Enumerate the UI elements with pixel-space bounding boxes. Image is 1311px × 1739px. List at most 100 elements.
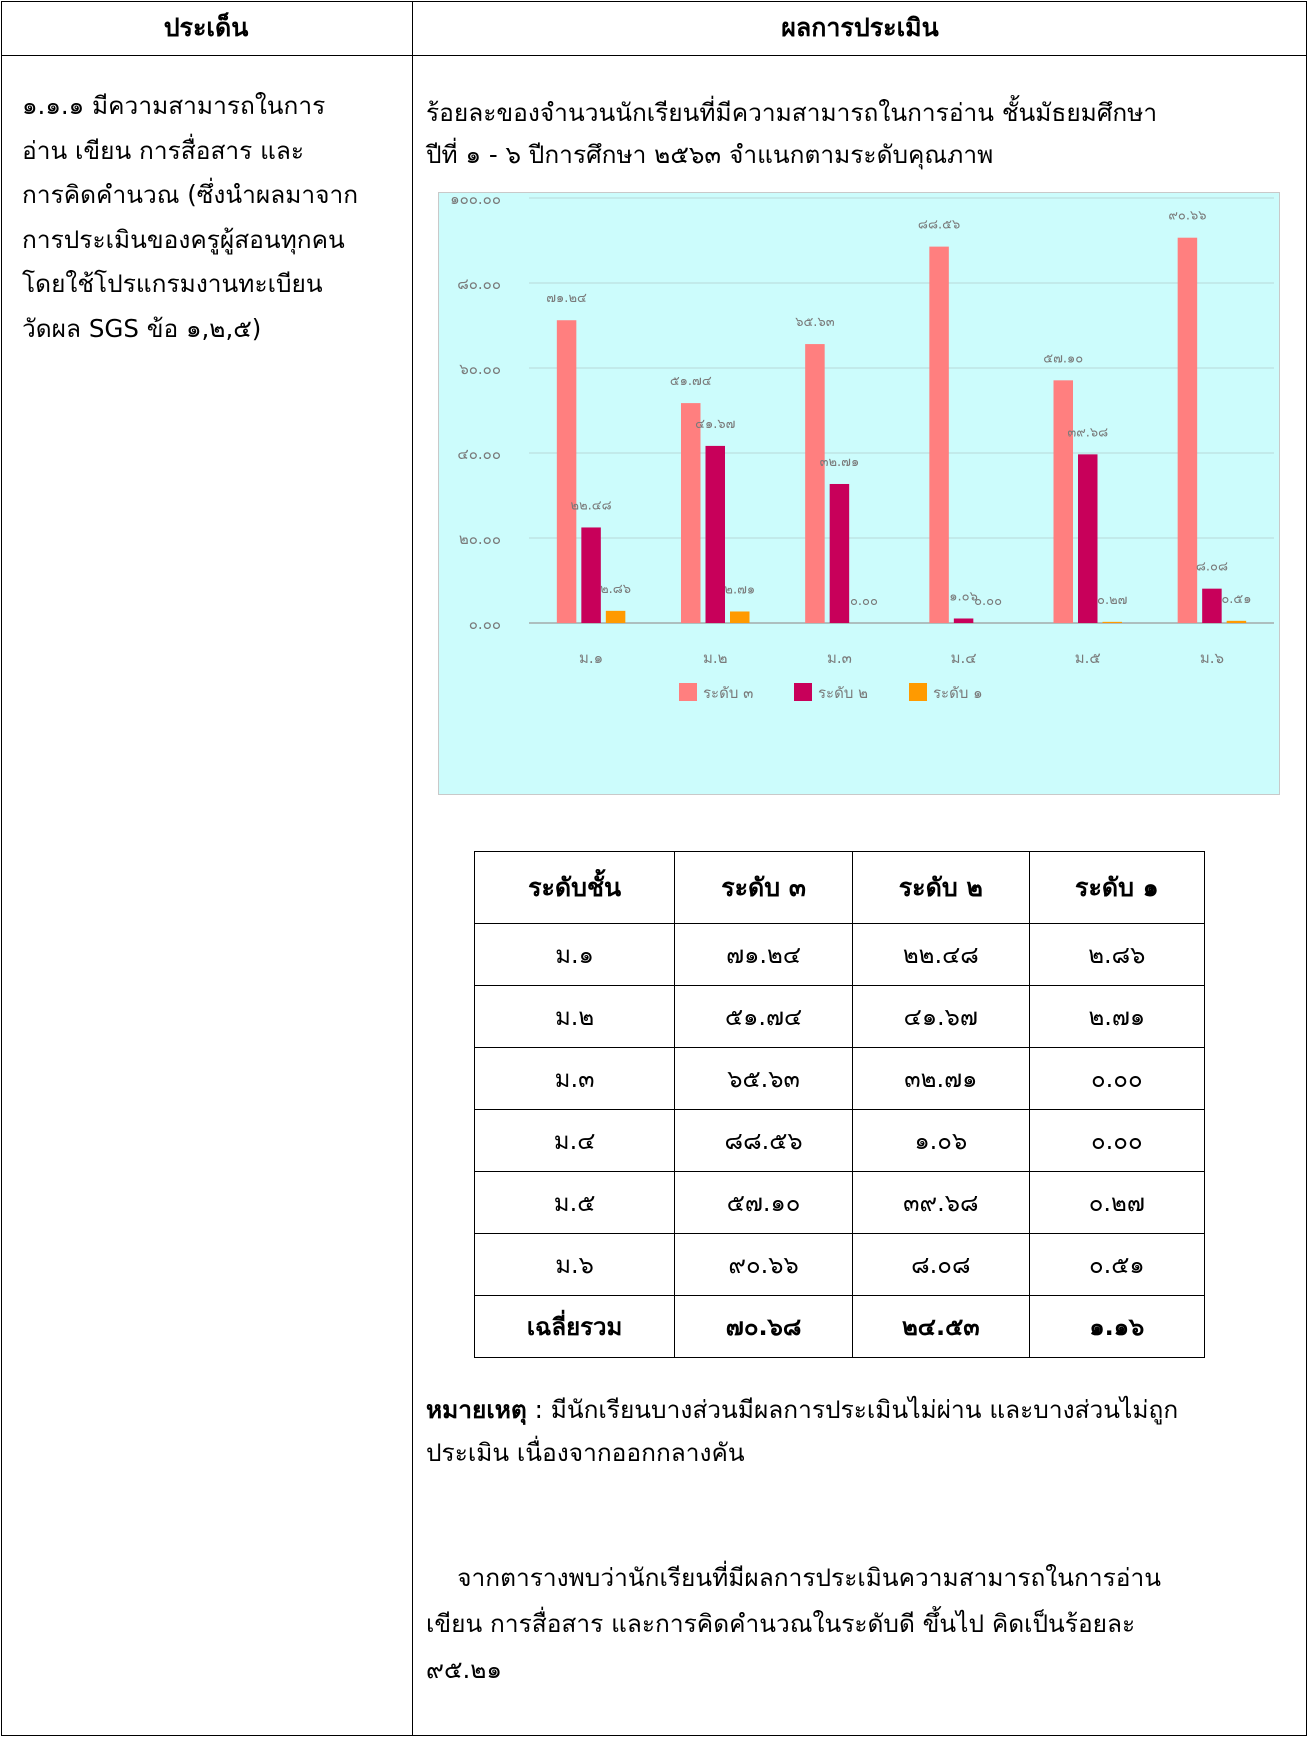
x-tick-label: ม.๖ bbox=[1200, 649, 1224, 667]
conclusion-line: จากตารางพบว่านักเรียนที่มีผลการประเมินคว… bbox=[426, 1563, 1161, 1592]
issue-line: การประเมินของครูผู้สอนทุกคน bbox=[22, 224, 345, 254]
data-label: ๓๒.๗๑ bbox=[820, 455, 860, 470]
header-issue: ประเด็น bbox=[163, 12, 249, 42]
table-cell: ๙๐.๖๖ bbox=[674, 1233, 854, 1296]
bar bbox=[705, 445, 725, 623]
data-label: ๐.๕๑ bbox=[1221, 592, 1251, 607]
remark-label: หมายเหตุ bbox=[426, 1395, 527, 1424]
conclusion: จากตารางพบว่านักเรียนที่มีผลการประเมินคว… bbox=[426, 1555, 1296, 1693]
table-cell: ๒๒.๔๘ bbox=[852, 923, 1030, 986]
table-cell: ม.๑ bbox=[473, 923, 676, 986]
table-row: ม.๓ ๖๕.๖๓ ๓๒.๗๑ ๐.๐๐ bbox=[473, 1047, 1206, 1110]
y-tick-label: ๘๐.๐๐ bbox=[457, 275, 501, 293]
data-label: ๘๘.๕๖ bbox=[918, 218, 960, 233]
legend-swatch bbox=[679, 683, 697, 701]
bar bbox=[1102, 621, 1122, 623]
bar bbox=[605, 610, 626, 623]
x-tick-label: ม.๕ bbox=[1075, 649, 1101, 667]
bar bbox=[929, 246, 949, 623]
x-tick-label: ม.๔ bbox=[951, 649, 977, 667]
data-label: ๗๑.๒๔ bbox=[546, 291, 587, 306]
table-cell: ๓๙.๖๘ bbox=[852, 1171, 1030, 1234]
y-tick-label: ๐.๐๐ bbox=[469, 615, 501, 633]
data-label: ๒๒.๔๘ bbox=[571, 498, 612, 513]
table-row: ม.๕ ๕๗.๑๐ ๓๙.๖๘ ๐.๒๗ bbox=[473, 1171, 1206, 1234]
caption-line: ปีที่ ๑ - ๖ ปีการศึกษา ๒๕๖๓ จำแนกตามระดั… bbox=[426, 140, 994, 169]
table-cell: ม.๓ bbox=[473, 1047, 676, 1110]
legend-label: ระดับ ๓ bbox=[703, 684, 753, 702]
table-cell: ๒.๘๖ bbox=[1028, 923, 1206, 986]
issue-text: ๑.๑.๑ มีความสามารถในการ อ่าน เขียน การสื… bbox=[22, 84, 392, 351]
table-cell: ๒๔.๕๓ bbox=[852, 1295, 1030, 1358]
table-cell: ๘๘.๕๖ bbox=[674, 1109, 854, 1172]
y-tick-label: ๔๐.๐๐ bbox=[457, 445, 501, 463]
table-header-cell: ระดับ ๑ bbox=[1028, 851, 1206, 924]
conclusion-line: ๙๕.๒๑ bbox=[426, 1655, 502, 1684]
chart-canvas: ๐.๐๐ ๒๐.๐๐ ๔๐.๐๐ ๖๐.๐๐ ๘๐.๐๐ ๑๐๐.๐๐๗๑.๒๔๒๒.๔๘… bbox=[450, 193, 1274, 702]
table-cell: ม.๖ bbox=[473, 1233, 676, 1296]
column-divider bbox=[412, 1, 413, 1736]
data-label: ๐.๐๐ bbox=[974, 594, 1002, 609]
issue-line: วัดผล SGS ข้อ ๑,๒,๕) bbox=[22, 313, 262, 343]
bar bbox=[1202, 588, 1222, 623]
table-cell: ม.๒ bbox=[473, 985, 676, 1048]
table-row: ม.๒ ๕๑.๗๔ ๔๑.๖๗ ๒.๗๑ bbox=[473, 985, 1206, 1048]
table-cell: ๒.๗๑ bbox=[1028, 985, 1206, 1048]
data-label: ๖๕.๖๓ bbox=[795, 315, 834, 330]
data-label: ๒.๗๑ bbox=[724, 582, 755, 597]
remark-line: ประเมิน เนื่องจากออกกลางคัน bbox=[426, 1438, 745, 1467]
table-header-cell: ระดับชั้น bbox=[473, 851, 676, 924]
data-label: ๙๐.๖๖ bbox=[1168, 209, 1206, 224]
header-result: ผลการประเมิน bbox=[781, 12, 939, 42]
data-label: ๑.๐๖ bbox=[949, 589, 978, 604]
data-label: ๔๑.๖๗ bbox=[695, 417, 735, 432]
y-tick-label: ๖๐.๐๐ bbox=[459, 360, 501, 378]
table-cell: ๘.๐๘ bbox=[852, 1233, 1030, 1296]
table-row: ม.๑ ๗๑.๒๔ ๒๒.๔๘ ๒.๘๖ bbox=[473, 923, 1206, 986]
bar bbox=[829, 483, 850, 623]
table-cell: ๑.๑๖ bbox=[1028, 1295, 1206, 1358]
remark-line: หมายเหตุ : มีนักเรียนบางส่วนมีผลการประเม… bbox=[426, 1388, 1296, 1431]
issue-line: การคิดคำนวณ (ซึ่งนำผลมาจาก bbox=[22, 180, 359, 209]
table-cell: ๕๑.๗๔ bbox=[674, 985, 854, 1048]
bar bbox=[1053, 380, 1073, 623]
table-header-cell: ระดับ ๒ bbox=[852, 851, 1030, 924]
bar bbox=[1078, 454, 1098, 623]
data-label: ๘.๐๘ bbox=[1196, 560, 1228, 575]
table-cell: ม.๔ bbox=[473, 1109, 676, 1172]
issue-line: โดยใช้โปรแกรมงานทะเบียน bbox=[22, 269, 323, 298]
conclusion-line: เขียน การสื่อสาร และการคิดคำนวณในระดับดี… bbox=[426, 1609, 1136, 1638]
table-cell: เฉลี่ยรวม bbox=[473, 1295, 676, 1358]
bar bbox=[1177, 237, 1198, 623]
table-cell: ๐.๐๐ bbox=[1028, 1047, 1206, 1110]
table-cell: ๐.๒๗ bbox=[1028, 1171, 1206, 1234]
table-cell: ๗๑.๒๔ bbox=[674, 923, 854, 986]
remark: หมายเหตุ : มีนักเรียนบางส่วนมีผลการประเม… bbox=[426, 1388, 1296, 1474]
remark-text: : มีนักเรียนบางส่วนมีผลการประเมินไม่ผ่าน… bbox=[526, 1395, 1179, 1424]
table-row: ม.๖ ๙๐.๖๖ ๘.๐๘ ๐.๕๑ bbox=[473, 1233, 1206, 1296]
legend-swatch bbox=[909, 683, 927, 701]
bar-chart: ๐.๐๐ ๒๐.๐๐ ๔๐.๐๐ ๖๐.๐๐ ๘๐.๐๐ ๑๐๐.๐๐ ๗๑.๒๔ ๒๒.๔๘… bbox=[438, 192, 1280, 795]
table-header-cell: ระดับ ๓ bbox=[674, 851, 854, 924]
table-row: ม.๔ ๘๘.๕๖ ๑.๐๖ ๐.๐๐ bbox=[473, 1109, 1206, 1172]
table-cell: ๖๕.๖๓ bbox=[674, 1047, 854, 1110]
table-cell: ๔๑.๖๗ bbox=[852, 985, 1030, 1048]
table-cell: ๐.๕๑ bbox=[1028, 1233, 1206, 1296]
table-cell: ๓๒.๗๑ bbox=[852, 1047, 1030, 1110]
bar bbox=[730, 611, 750, 623]
bar bbox=[805, 344, 825, 623]
x-tick-label: ม.๓ bbox=[827, 649, 852, 667]
data-label: ๒.๘๖ bbox=[600, 582, 631, 597]
data-label: ๐.๐๐ bbox=[850, 594, 878, 609]
caption-line: ร้อยละของจำนวนนักเรียนที่มีความสามารถในก… bbox=[426, 98, 1158, 127]
issue-line: อ่าน เขียน การสื่อสาร และ bbox=[22, 135, 305, 165]
results-table: ระดับชั้น ระดับ ๓ ระดับ ๒ ระดับ ๑ ม.๑ ๗๑… bbox=[473, 851, 1206, 1358]
table-total-row: เฉลี่ยรวม ๗๐.๖๘ ๒๔.๕๓ ๑.๑๖ bbox=[473, 1295, 1206, 1358]
legend-label: ระดับ ๒ bbox=[818, 684, 868, 702]
x-tick-label: ม.๑ bbox=[579, 649, 603, 667]
chart-caption: ร้อยละของจำนวนนักเรียนที่มีความสามารถในก… bbox=[426, 92, 1286, 176]
table-header-row: ระดับชั้น ระดับ ๓ ระดับ ๒ ระดับ ๑ bbox=[473, 851, 1206, 924]
header-divider bbox=[1, 55, 1307, 56]
